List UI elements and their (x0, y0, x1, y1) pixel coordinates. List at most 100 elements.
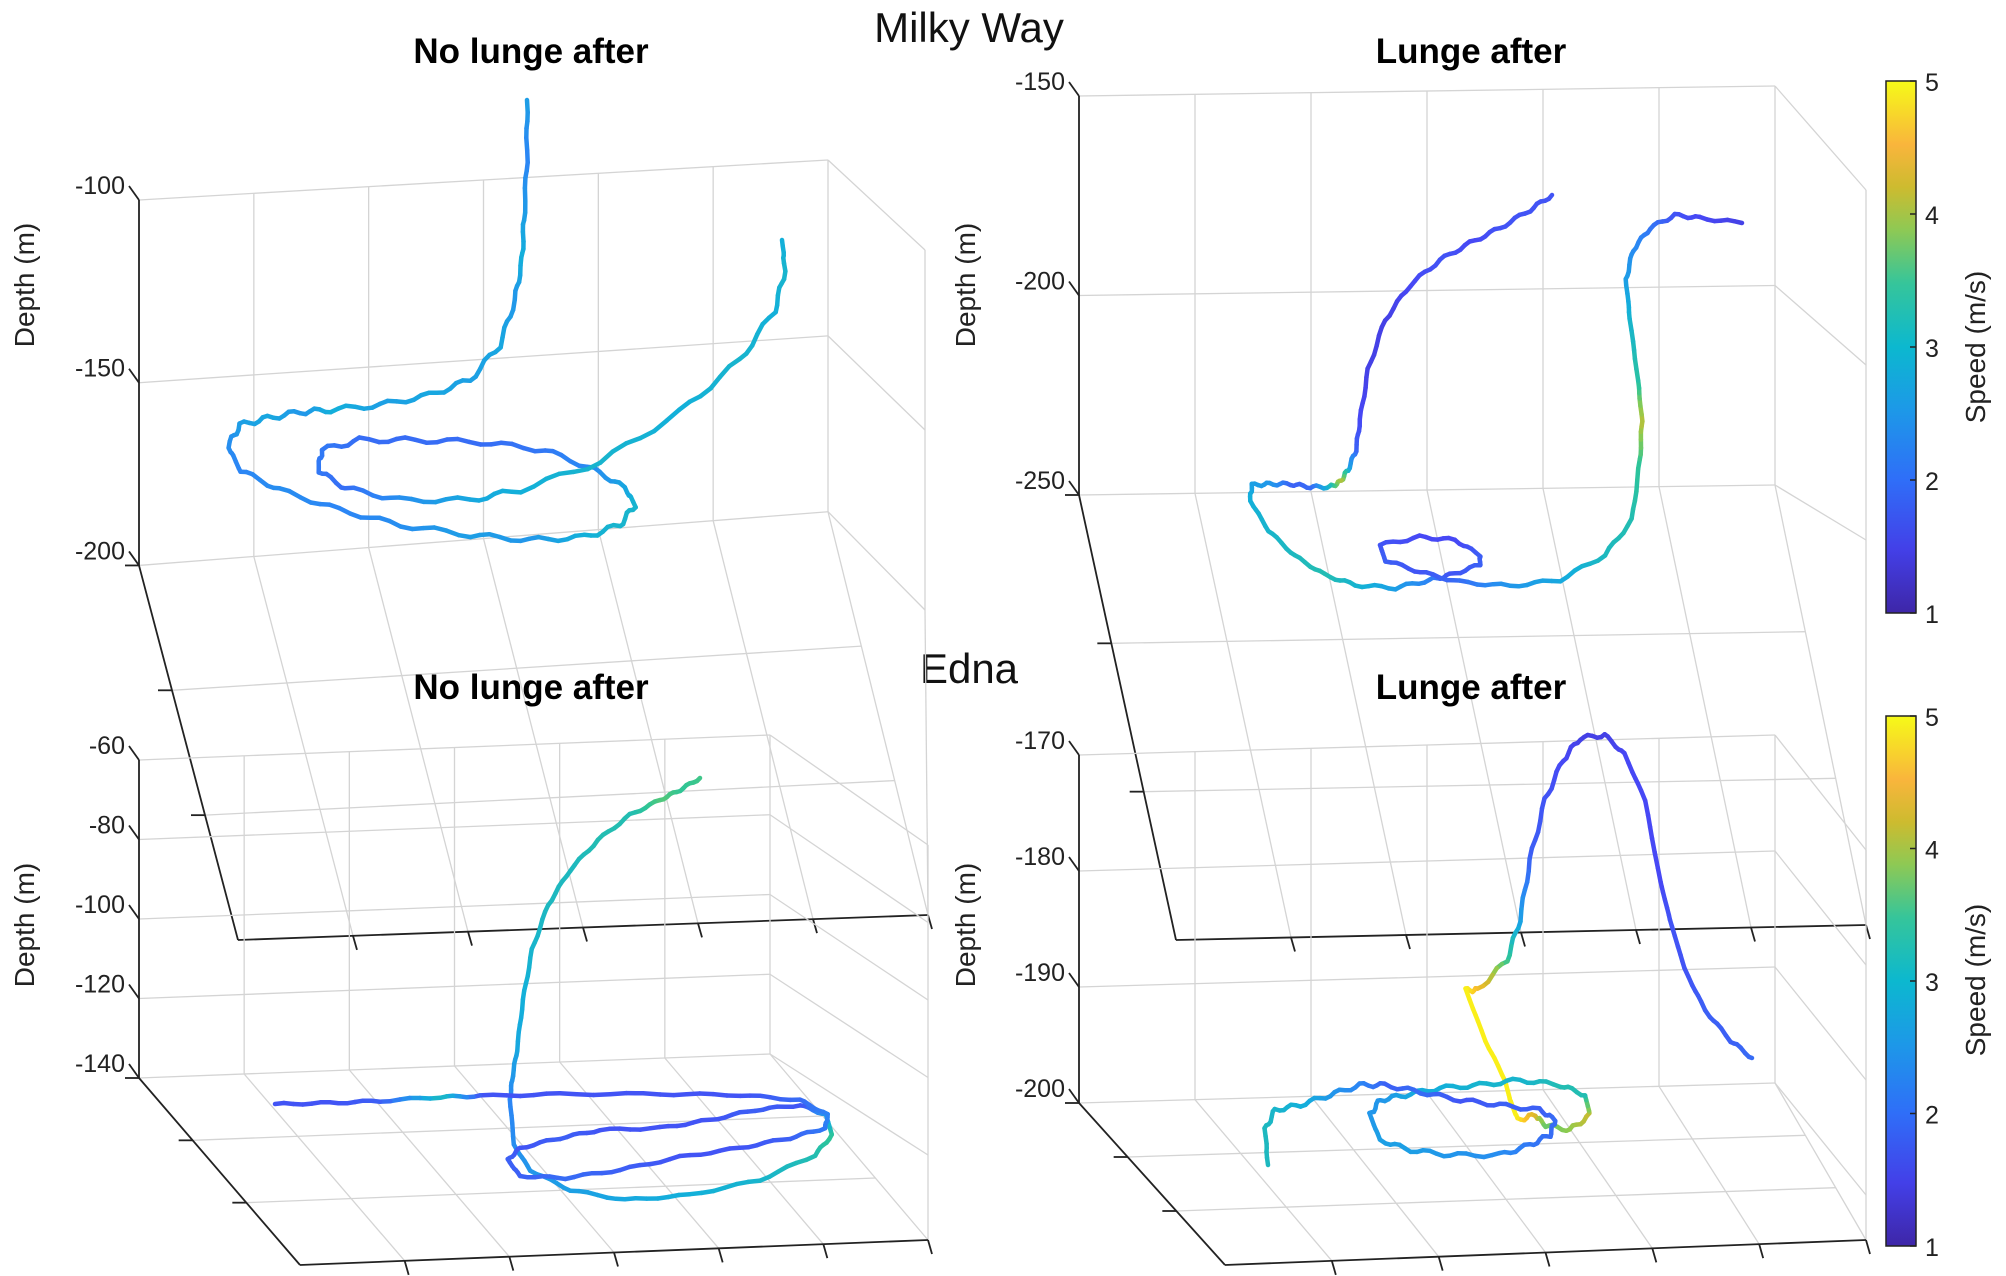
x-tick (1758, 1243, 1765, 1259)
x-tick (927, 1239, 933, 1255)
colorbar-tick-label: 3 (1925, 335, 1939, 363)
gridline-floor (1127, 1134, 1806, 1158)
x-tick (1865, 1239, 1871, 1255)
gridline-floor (769, 1053, 929, 1241)
z-tick-label: -200 (1015, 268, 1065, 296)
z-tick-label: -180 (1015, 843, 1065, 871)
trajectory-segment (272, 1100, 287, 1107)
gridline-floor (171, 645, 862, 691)
trajectory-segment (557, 469, 576, 477)
gridline-z-side (1774, 850, 1867, 966)
gridline-floor (1194, 493, 1292, 938)
x-tick (352, 935, 358, 951)
z-axis-label: Depth (m) (9, 863, 40, 987)
trajectory-segment (574, 1092, 596, 1098)
panel-title: No lunge after (413, 32, 649, 71)
panel-title: Lunge after (1376, 32, 1567, 71)
gridline-floor (246, 1177, 876, 1204)
z-tick (128, 983, 140, 1000)
trajectory-segment (651, 418, 669, 434)
trajectory-segment (664, 407, 682, 423)
trajectory-segment (518, 484, 536, 495)
trajectory-segment (1642, 798, 1651, 818)
panel-milky-way-lunge: Lunge after Depth (m) -150 -200 -250 (950, 32, 1871, 952)
x-tick (467, 931, 473, 946)
z-tick (128, 1063, 140, 1079)
gridline-floor (1774, 484, 1867, 926)
trajectory-segment (640, 1091, 663, 1097)
gridline-z-side (827, 511, 926, 611)
colorbar-tick-label: 5 (1925, 69, 1939, 97)
trajectory-segment (610, 441, 629, 454)
colorbar-tick-label: 4 (1925, 202, 1939, 230)
z-tick-label: -200 (75, 537, 125, 565)
gridline-floor (1542, 488, 1637, 931)
trajectory-segment (571, 466, 590, 475)
x-axis (1175, 924, 1867, 941)
x-tick (927, 914, 933, 930)
colorbar-tick-label: 3 (1925, 969, 1939, 997)
gridline-z-side (769, 814, 929, 924)
z-tick-label: -250 (1015, 467, 1065, 495)
z-tick (1068, 1088, 1080, 1104)
gridline-floor (1310, 491, 1407, 936)
trajectory-segment (531, 476, 549, 489)
z-tick-label: -120 (75, 971, 125, 999)
colorbar-tick-label: 2 (1925, 1102, 1939, 1130)
y-axis (138, 1077, 301, 1266)
z-tick-label: -150 (75, 355, 125, 383)
x-axis (1224, 1239, 1867, 1266)
x-tick (812, 918, 818, 934)
gridline-z-side (1774, 734, 1867, 851)
y-axis (1078, 494, 1177, 941)
trajectory-segment (623, 435, 643, 446)
x-tick (1437, 1256, 1444, 1271)
x-axis (237, 914, 929, 941)
trajectory-segment (638, 428, 657, 441)
panel-title: Lunge after (1376, 668, 1567, 707)
x-tick (1544, 1252, 1551, 1267)
colorbar-tick-label: 2 (1925, 468, 1939, 496)
gridline-floor (597, 529, 699, 924)
x-tick (1330, 1260, 1337, 1276)
x-tick (1290, 937, 1296, 952)
x-tick (582, 927, 588, 942)
z-tick (1068, 280, 1080, 297)
trajectory-segment (697, 1091, 716, 1097)
trajectory-segment (607, 1090, 629, 1097)
z-tick-label: -80 (89, 812, 125, 840)
panel-milky-way-no-lunge: No lunge after Depth (m) -100 -150 -200 (9, 32, 933, 951)
gridline-floor (1426, 1092, 1547, 1253)
colorbar-tick-label: 4 (1925, 837, 1939, 865)
gridline-floor (827, 511, 929, 916)
trajectory-segment (504, 1093, 523, 1099)
gridline-floor (1658, 486, 1752, 928)
trajectory-segment (1655, 865, 1663, 885)
trajectory (226, 97, 788, 544)
gridline-z-side (769, 734, 929, 846)
gridline-z-side (1774, 1082, 1867, 1196)
x-axis (299, 1239, 929, 1266)
colorbar-tick-label: 1 (1925, 601, 1939, 629)
trajectory-segment (557, 1090, 580, 1097)
x-tick (697, 923, 703, 938)
trajectory-segment (1649, 835, 1657, 855)
trajectory (272, 775, 835, 1202)
z-tick (128, 824, 140, 841)
group-title-milky-way: Milky Way (874, 4, 1064, 51)
trajectory-segment (1732, 219, 1745, 226)
gridline-z-side (1774, 85, 1867, 191)
colorbar-tick-label: 5 (1925, 704, 1939, 732)
gridline-floor (664, 1057, 824, 1245)
z-tick-label: -190 (1015, 959, 1065, 987)
x-tick (1405, 934, 1411, 950)
gridline-floor (253, 556, 354, 936)
z-tick (1068, 480, 1080, 496)
z-tick (1068, 856, 1080, 872)
trajectory-segment (710, 1091, 730, 1098)
trajectory (1262, 731, 1755, 1168)
z-tick (128, 904, 140, 920)
gridline-floor (1176, 1187, 1836, 1212)
trajectory-segment (490, 1092, 509, 1098)
panel-title: No lunge after (413, 668, 649, 707)
